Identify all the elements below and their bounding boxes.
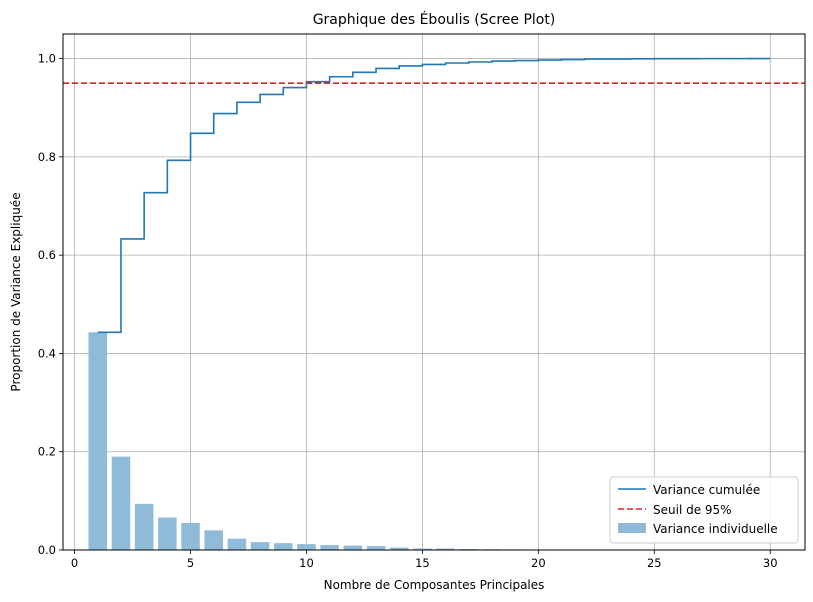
x-tick-label: 20 [531,556,546,570]
legend-swatch-individual [618,523,646,533]
legend-label-threshold: Seuil de 95% [653,503,732,517]
y-axis-label: Proportion de Variance Expliquée [9,192,23,391]
axis-ticks: 0 5 10 15 20 25 30 0.0 0.2 0.4 0.6 0.8 1.0 [38,52,778,570]
bar-series [88,332,780,550]
line-series [63,57,805,334]
chart-title: Graphique des Éboulis (Scree Plot) [313,11,556,28]
variance-bar [181,522,200,550]
variance-bar [111,456,131,550]
plot-area-frame [62,33,806,551]
variance-bar [389,547,409,550]
x-tick-label: 5 [187,556,194,570]
legend-label-individual: Variance individuelle [653,522,778,536]
y-tick-label: 0.0 [38,543,56,557]
variance-bar [436,548,455,550]
variance-bar [227,538,247,550]
x-tick-label: 10 [299,556,314,570]
variance-bar [88,332,108,550]
y-tick-label: 0.6 [38,248,56,262]
x-tick-label: 30 [763,556,778,570]
plot-area-background [63,34,805,550]
variance-bar [297,544,316,550]
cumulative-variance-line [97,57,771,334]
variance-bar [274,543,293,550]
legend-box [609,476,799,544]
y-tick-label: 0.2 [38,445,56,459]
x-tick-label: 15 [415,556,430,570]
variance-bar [343,545,363,550]
variance-bar [204,530,223,550]
variance-bar [366,546,386,550]
y-tick-label: 0.8 [38,150,56,164]
x-tick-label: 25 [647,556,662,570]
legend: Variance cumulée Seuil de 95% Variance i… [609,476,799,544]
variance-bar [320,545,339,550]
x-axis-label: Nombre de Composantes Principales [324,578,545,592]
y-tick-label: 1.0 [38,52,56,66]
y-tick-label: 0.4 [38,346,56,360]
variance-bar [413,548,432,550]
variance-bar [134,503,154,550]
legend-label-cumulative: Variance cumulée [653,483,760,497]
variance-bar [250,542,270,550]
variance-bar [158,517,177,550]
x-tick-label: 0 [71,556,78,570]
